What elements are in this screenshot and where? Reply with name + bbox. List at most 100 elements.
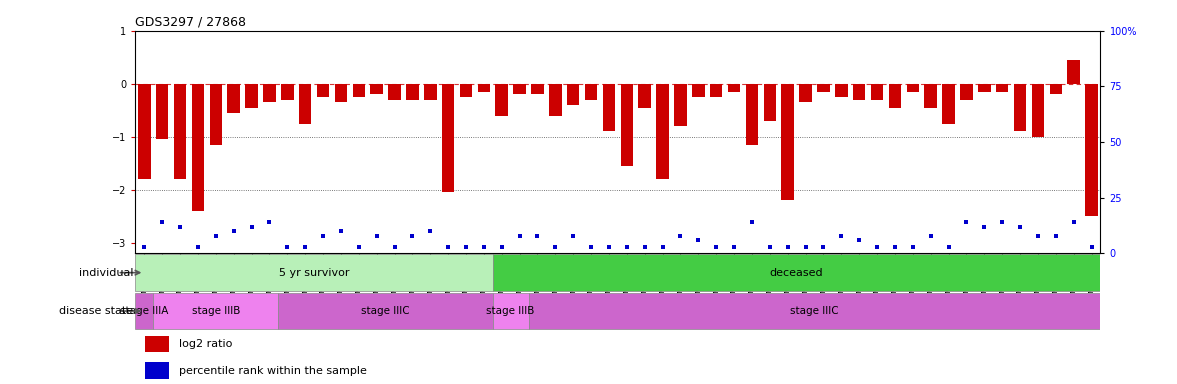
Bar <box>264 84 275 102</box>
Point <box>403 233 421 239</box>
Bar <box>834 84 847 97</box>
Bar <box>299 84 312 124</box>
Bar <box>657 84 669 179</box>
Bar <box>153 293 278 329</box>
Text: GDS3297 / 27868: GDS3297 / 27868 <box>135 15 246 28</box>
Bar <box>145 336 169 352</box>
Text: stage IIIA: stage IIIA <box>120 306 168 316</box>
Point <box>171 223 189 230</box>
Point <box>904 244 923 250</box>
Text: stage IIIB: stage IIIB <box>192 306 240 316</box>
Point <box>850 237 869 243</box>
Bar <box>317 84 330 97</box>
Point <box>636 244 654 250</box>
Bar <box>192 84 204 211</box>
Bar <box>620 84 633 166</box>
Bar <box>692 84 705 97</box>
Point <box>474 244 493 250</box>
Point <box>546 244 565 250</box>
Bar <box>174 84 186 179</box>
Point <box>599 244 618 250</box>
Point <box>295 244 314 250</box>
Point <box>206 233 225 239</box>
Point <box>1046 233 1065 239</box>
Point <box>564 233 583 239</box>
Bar <box>978 84 991 92</box>
Point <box>385 244 404 250</box>
Text: individual: individual <box>79 268 133 278</box>
Bar <box>478 84 490 92</box>
Point <box>457 244 476 250</box>
Point <box>278 244 297 250</box>
Bar <box>746 84 758 145</box>
Bar <box>603 84 616 131</box>
Point <box>778 244 797 250</box>
Point <box>725 244 744 250</box>
Point <box>760 244 779 250</box>
Point <box>743 219 762 225</box>
Point <box>260 219 279 225</box>
Bar <box>353 84 365 97</box>
Point <box>1011 223 1030 230</box>
Bar <box>210 84 222 145</box>
Bar <box>782 84 794 200</box>
Bar <box>817 84 830 92</box>
Point <box>135 244 154 250</box>
Bar <box>278 293 493 329</box>
Point <box>885 244 904 250</box>
Bar <box>924 84 937 108</box>
Point <box>975 223 993 230</box>
Point <box>492 244 511 250</box>
Text: 5 yr survivor: 5 yr survivor <box>279 268 350 278</box>
Bar <box>406 84 419 100</box>
Bar <box>764 84 776 121</box>
Bar <box>943 84 955 124</box>
Text: stage IIIC: stage IIIC <box>790 306 839 316</box>
Point <box>510 233 528 239</box>
Point <box>1029 233 1048 239</box>
Bar <box>496 84 508 116</box>
Bar <box>155 84 168 139</box>
Point <box>922 233 940 239</box>
Bar <box>889 84 902 108</box>
Text: log2 ratio: log2 ratio <box>179 339 232 349</box>
Point <box>867 244 886 250</box>
Bar <box>960 84 972 100</box>
Point <box>689 237 707 243</box>
Bar <box>245 84 258 108</box>
Point <box>242 223 261 230</box>
Point <box>350 244 368 250</box>
Point <box>618 244 637 250</box>
Text: percentile rank within the sample: percentile rank within the sample <box>179 366 367 376</box>
Point <box>992 219 1011 225</box>
Point <box>225 228 244 234</box>
Point <box>832 233 851 239</box>
Bar <box>585 84 598 100</box>
Bar <box>906 84 919 92</box>
Text: stage IIIC: stage IIIC <box>361 306 410 316</box>
Bar <box>460 84 472 97</box>
Bar <box>493 293 528 329</box>
Bar <box>853 84 865 100</box>
Point <box>367 233 386 239</box>
Bar <box>710 84 723 97</box>
Bar <box>138 84 151 179</box>
Bar <box>281 84 293 100</box>
Bar <box>674 84 686 126</box>
Bar <box>996 84 1009 92</box>
Point <box>671 233 690 239</box>
Point <box>332 228 351 234</box>
Bar <box>227 84 240 113</box>
Point <box>939 244 958 250</box>
Point <box>957 219 976 225</box>
Bar <box>388 84 400 100</box>
Bar <box>727 84 740 92</box>
Point <box>581 244 600 250</box>
Bar <box>531 84 544 94</box>
Bar <box>493 254 1100 291</box>
Point <box>439 244 458 250</box>
Bar <box>334 84 347 102</box>
Bar <box>799 84 812 102</box>
Bar <box>513 84 526 94</box>
Bar <box>638 84 651 108</box>
